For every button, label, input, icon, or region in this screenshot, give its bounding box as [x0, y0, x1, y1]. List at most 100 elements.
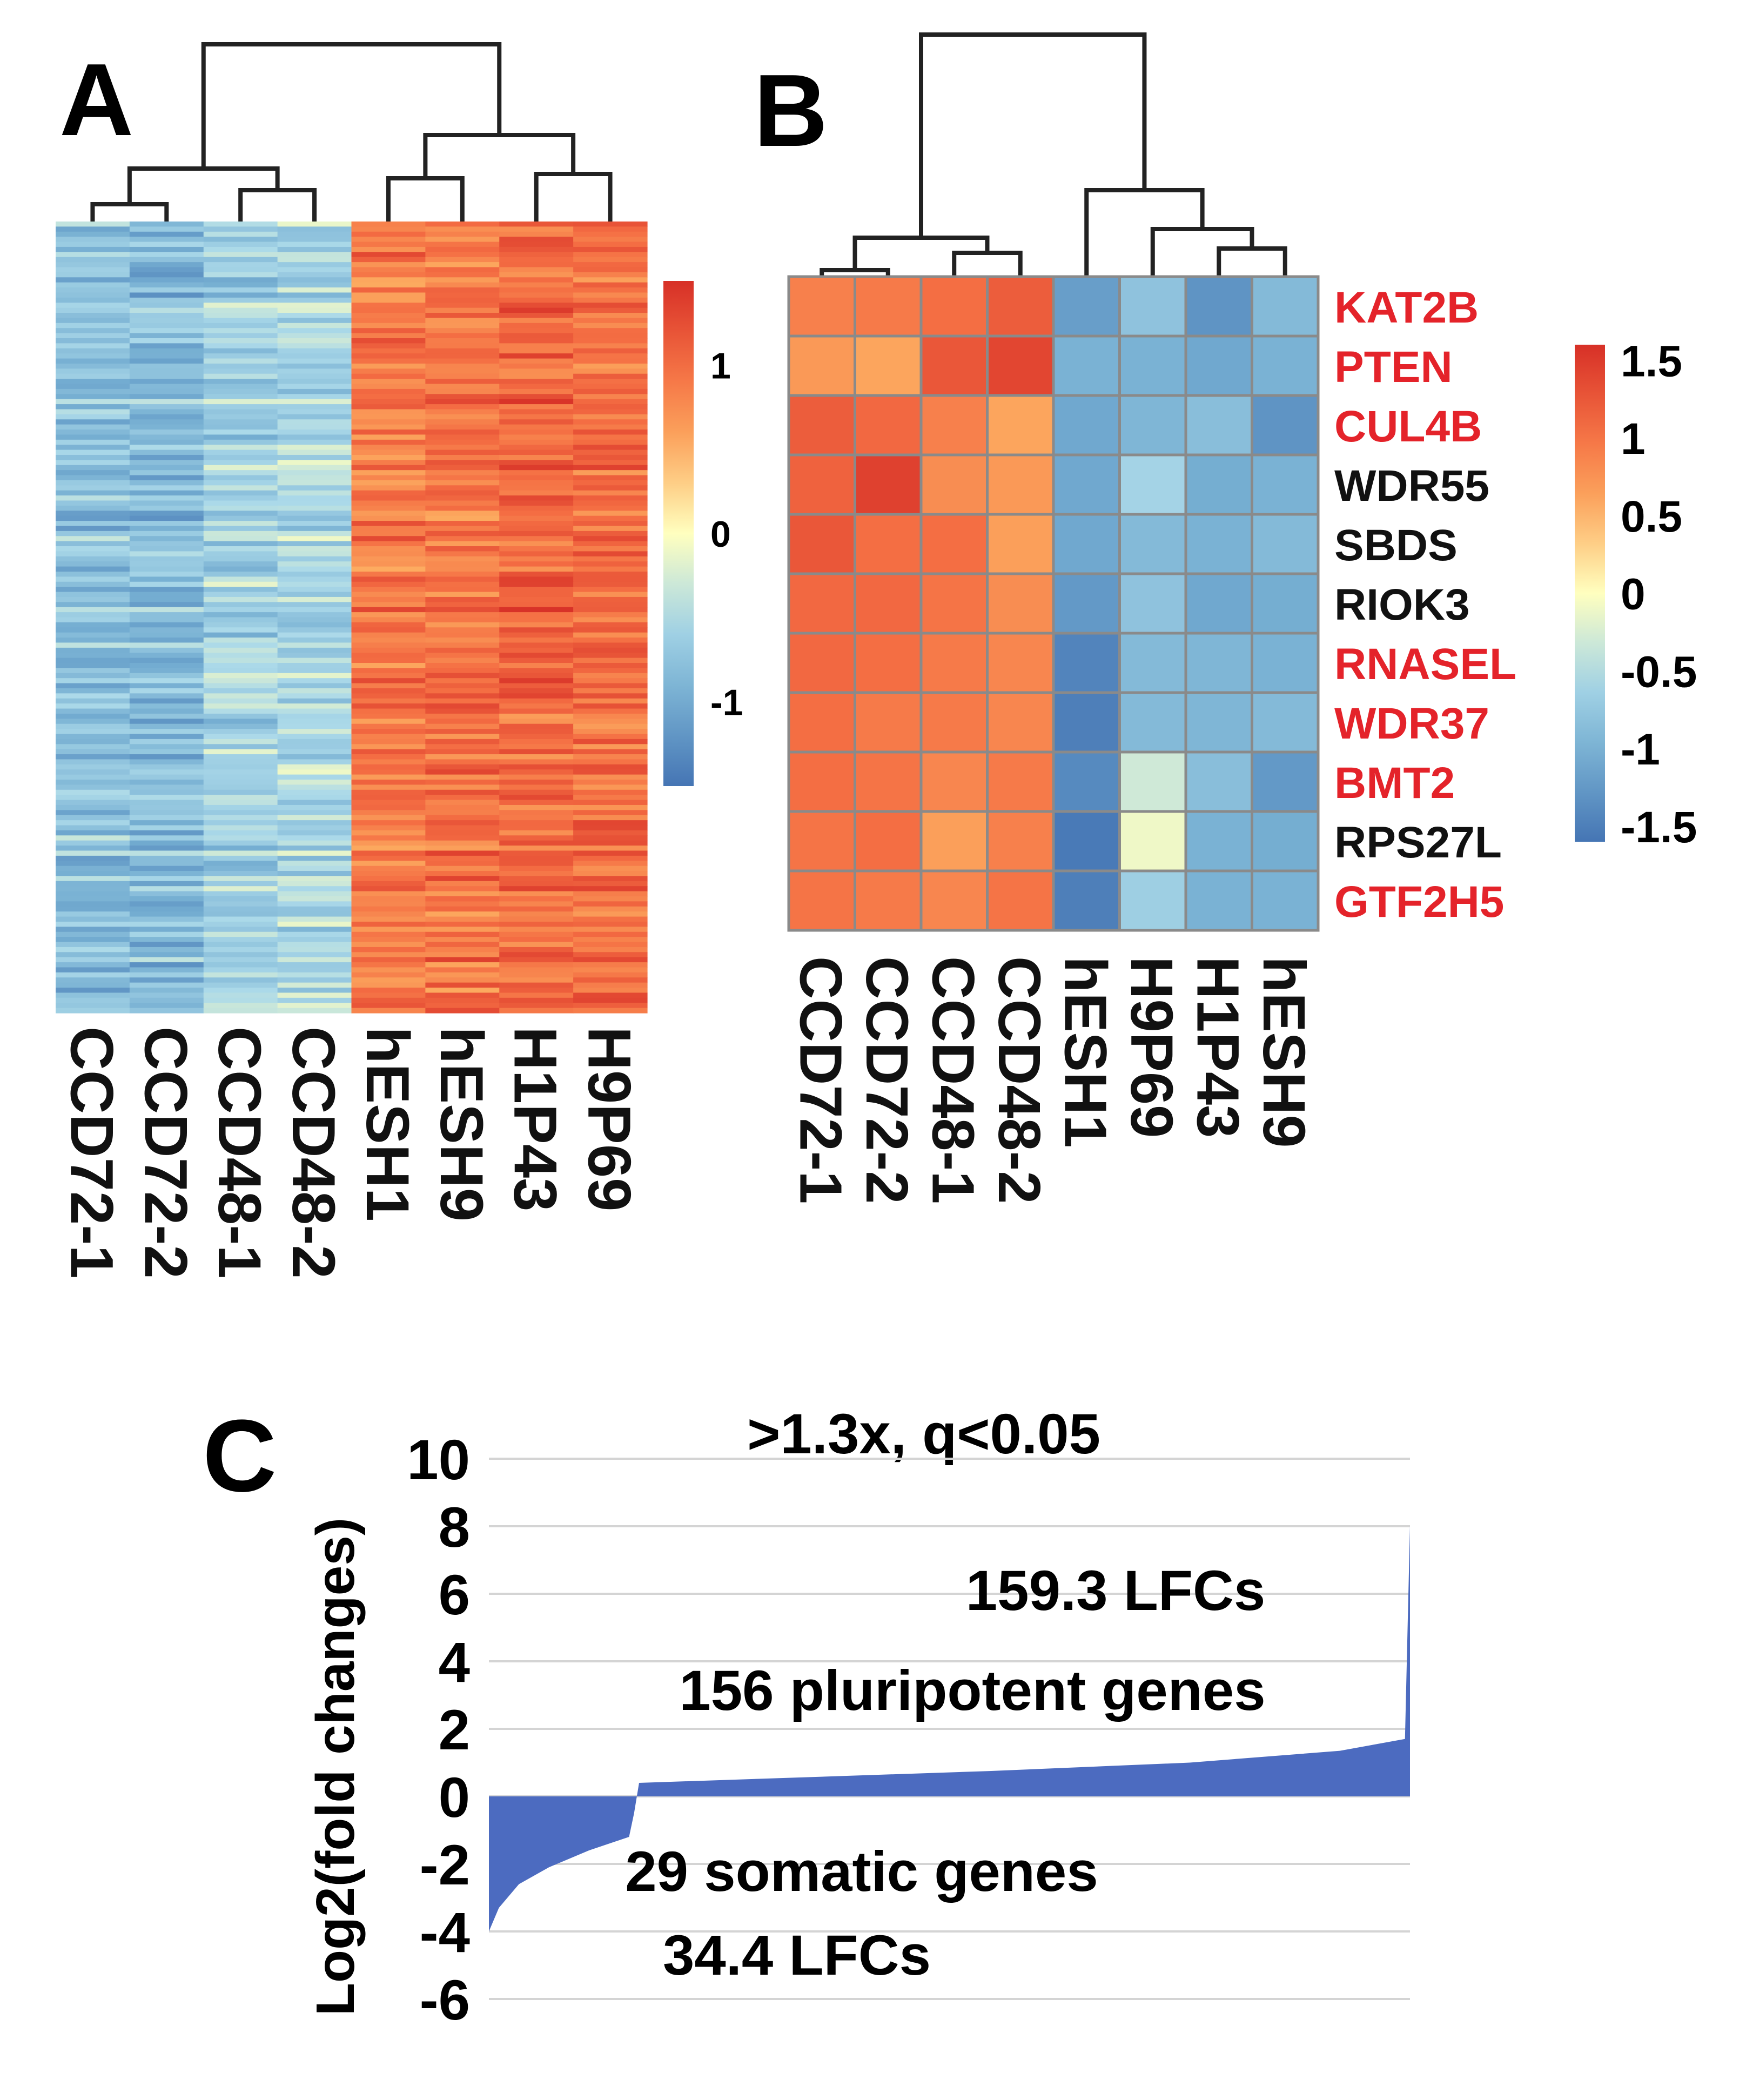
heatmap-a-cell — [499, 825, 574, 831]
heatmap-a-cell — [277, 931, 352, 937]
heatmap-a-cell — [129, 810, 204, 816]
heatmap-a-cell — [129, 937, 204, 943]
heatmap-a-cell — [425, 526, 500, 532]
heatmap-a-cell — [129, 683, 204, 689]
heatmap-b-cell — [919, 869, 989, 932]
heatmap-a-cell — [277, 470, 352, 476]
heatmap-a-cell — [129, 252, 204, 258]
heatmap-a-cell — [425, 1008, 500, 1014]
y-tick-label: -6 — [420, 1969, 470, 2032]
heatmap-a-cell — [351, 962, 426, 968]
heatmap-b-cell — [1184, 275, 1253, 338]
heatmap-a-cell — [351, 780, 426, 786]
heatmap-a-cell — [499, 399, 574, 405]
heatmap-a-cell — [499, 612, 574, 618]
heatmap-a-cell — [425, 434, 500, 440]
heatmap-a-cell — [425, 952, 500, 958]
heatmap-a-cell — [351, 490, 426, 496]
heatmap-a-cell — [56, 313, 130, 319]
heatmap-a-cell — [129, 318, 204, 324]
heatmap-a-cell — [277, 952, 352, 958]
heatmap-a-cell — [351, 830, 426, 836]
heatmap-a-cell — [425, 901, 500, 907]
heatmap-a-cell — [56, 916, 130, 922]
heatmap-a-cell — [56, 967, 130, 973]
heatmap-a-cell — [573, 505, 648, 511]
heatmap-a-cell — [56, 647, 130, 653]
heatmap-a-cell — [499, 262, 574, 268]
heatmap-a-cell — [425, 333, 500, 339]
heatmap-a-cell — [56, 343, 130, 349]
heatmap-a-cell — [573, 638, 648, 643]
heatmap-a-cell — [203, 881, 278, 887]
heatmap-a-cell — [573, 262, 648, 268]
heatmap-a-cell — [425, 886, 500, 892]
colorbar-a-tick-label: -1 — [710, 682, 743, 723]
heatmap-a-cell — [129, 952, 204, 958]
heatmap-a-cell — [203, 515, 278, 521]
heatmap-a-cell — [425, 931, 500, 937]
heatmap-a-cell — [573, 222, 648, 227]
heatmap-a-cell — [277, 328, 352, 334]
heatmap-a-cell — [129, 394, 204, 400]
heatmap-a-cell — [351, 972, 426, 978]
heatmap-b-cell — [1052, 275, 1121, 338]
heatmap-a-cell — [351, 226, 426, 232]
heatmap-a-cell — [129, 1008, 204, 1014]
heatmap-a-cell — [129, 222, 204, 227]
heatmap-a-cell — [277, 886, 352, 892]
heatmap-a-cell — [351, 713, 426, 719]
heatmap-a-cell — [425, 373, 500, 379]
heatmap-a-cell — [56, 480, 130, 486]
heatmap-a-cell — [351, 252, 426, 258]
heatmap-b-cell — [1251, 572, 1320, 635]
heatmap-a-cell — [499, 257, 574, 263]
heatmap-a-cell — [351, 353, 426, 359]
heatmap-a-cell — [203, 333, 278, 339]
heatmap-a-cell — [425, 719, 500, 724]
heatmap-a-cell — [203, 855, 278, 861]
gridlines-c — [489, 1458, 1410, 2000]
heatmap-b-cell — [1118, 394, 1187, 457]
heatmap-a-cell — [203, 343, 278, 349]
dendrogram-branch — [386, 176, 465, 222]
heatmap-a-cell — [573, 708, 648, 714]
heatmap-a-cell — [277, 277, 352, 283]
heatmap-a-cell — [425, 612, 500, 618]
heatmap-a-cell — [425, 1003, 500, 1009]
heatmap-a-cell — [277, 723, 352, 729]
heatmap-a-cell — [499, 596, 574, 602]
heatmap-a-cell — [129, 840, 204, 846]
heatmap-a-cell — [499, 480, 574, 486]
heatmap-a-cell — [573, 470, 648, 476]
heatmap-a-cell — [277, 876, 352, 882]
heatmap-a-cell — [129, 353, 204, 359]
heatmap-a-cell — [573, 921, 648, 927]
heatmap-a-cell — [573, 846, 648, 851]
heatmap-b-cell — [787, 810, 856, 873]
heatmap-a-cell — [129, 445, 204, 451]
heatmap-a-cell — [203, 531, 278, 536]
heatmap-a-cell — [499, 977, 574, 983]
heatmap-a-cell — [277, 947, 352, 952]
heatmap-a-cell — [351, 723, 426, 729]
heatmap-a-cell — [129, 546, 204, 552]
heatmap-a-cell — [499, 505, 574, 511]
heatmap-a-cell — [499, 663, 574, 669]
heatmap-a-cell — [129, 759, 204, 765]
heatmap-a-cell — [203, 668, 278, 674]
heatmap-a-cell — [573, 850, 648, 856]
heatmap-a-cell — [56, 744, 130, 750]
heatmap-a-cell — [499, 638, 574, 643]
heatmap-a-cell — [351, 622, 426, 628]
heatmap-a-cell — [573, 734, 648, 740]
heatmap-a-cell — [129, 653, 204, 659]
heatmap-a-cell — [351, 602, 426, 608]
heatmap-a-cell — [425, 992, 500, 998]
heatmap-a-cell — [499, 226, 574, 232]
heatmap-a-cell — [56, 490, 130, 496]
heatmap-a-cell — [129, 303, 204, 308]
gene-label: WDR37 — [1334, 699, 1489, 748]
heatmap-a-cell — [425, 846, 500, 851]
heatmap-a-cell — [277, 287, 352, 293]
